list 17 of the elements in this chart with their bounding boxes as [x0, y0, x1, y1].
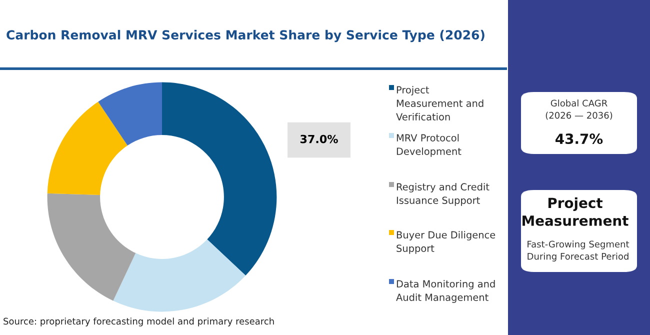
data-label: 37.0%: [300, 134, 338, 144]
text: Fast-Growing Segment During Forecast Period: [528, 240, 630, 262]
text: Project Measurement: [522, 197, 628, 226]
donut-slice: [113, 239, 246, 312]
text: Global CAGR (2026 — 2036): [546, 100, 612, 120]
donut-slice: [47, 102, 128, 196]
legend-label: Project Measurement and Verification: [396, 86, 484, 120]
legend-label: Data Monitoring and Audit Management: [396, 280, 495, 303]
donut-slice: [162, 82, 277, 276]
text: 43.7%: [556, 134, 603, 144]
legend-label: MRV Protocol Development: [396, 134, 462, 157]
legend-label: Buyer Due Diligence Support: [396, 231, 496, 254]
donut-slice: [98, 82, 162, 146]
source-note: Source: proprietary forecasting model and primary research: [4, 318, 274, 326]
legend-label: Registry and Credit Issuance Support: [396, 183, 490, 206]
donut-slice: [47, 193, 136, 301]
chart-title: Carbon Removal MRV Services Market Share by Service Type (2026): [6, 30, 484, 42]
